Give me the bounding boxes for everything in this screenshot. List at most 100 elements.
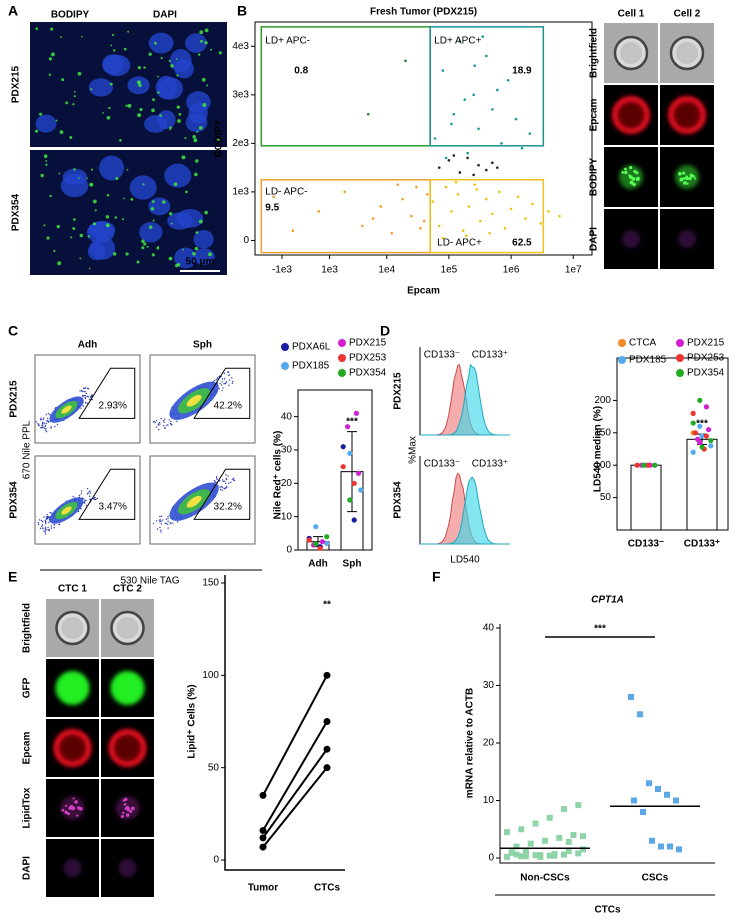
- legend-label: CD133⁻: [424, 350, 460, 361]
- event: [45, 516, 48, 518]
- lipid-droplet: [58, 172, 61, 175]
- data-line: [262, 767, 328, 848]
- data-point: [431, 200, 435, 203]
- event: [80, 407, 82, 409]
- speckle: [629, 166, 633, 170]
- lipid-droplet: [184, 137, 187, 140]
- gate-name: LD+ APC+: [434, 35, 481, 46]
- event: [50, 527, 53, 529]
- event: [226, 371, 229, 373]
- data-point: [313, 524, 319, 530]
- flow-plot: [34, 354, 141, 444]
- data-point: [498, 190, 501, 194]
- data-point: [699, 433, 705, 439]
- lipid-droplet: [81, 35, 83, 38]
- speckle: [61, 808, 65, 812]
- speckle: [131, 806, 135, 811]
- data-point: [495, 88, 499, 92]
- data-point: [444, 185, 448, 189]
- lipid-droplet: [160, 57, 163, 60]
- lipid-droplet: [65, 101, 69, 105]
- y-tick-label: 100: [594, 460, 611, 471]
- event: [164, 427, 166, 430]
- data-point: [575, 850, 582, 857]
- event: [53, 527, 55, 529]
- data-point: [645, 462, 651, 468]
- data-point: [259, 826, 267, 834]
- x-tick-label: CTCs: [314, 883, 341, 894]
- speckle: [679, 177, 684, 182]
- event: [158, 519, 161, 521]
- event: [50, 512, 53, 514]
- data-point: [466, 151, 469, 155]
- histogram: [420, 363, 510, 436]
- data-point: [437, 166, 441, 169]
- gate: [193, 367, 251, 419]
- event: [159, 526, 161, 529]
- event: [82, 394, 84, 397]
- event: [228, 374, 230, 377]
- data-point: [415, 185, 418, 189]
- lipid-droplet: [216, 138, 220, 142]
- data-point: [491, 212, 494, 216]
- data-point: [272, 195, 275, 199]
- event: [43, 516, 45, 518]
- event: [41, 424, 43, 427]
- event: [46, 514, 48, 516]
- lipid-droplet: [73, 168, 76, 171]
- lipid-droplet: [198, 219, 203, 224]
- data-point: [461, 229, 465, 233]
- nucleus: [87, 242, 106, 261]
- data-point: [518, 826, 525, 833]
- cell-body: [622, 230, 640, 248]
- data-point: [509, 207, 513, 211]
- event: [89, 398, 91, 401]
- lipid-droplet: [152, 219, 155, 222]
- y-tick-label: 40: [281, 411, 293, 422]
- gate: [78, 367, 136, 419]
- cell-body: [673, 101, 701, 129]
- lipid-droplet: [119, 139, 122, 142]
- lipid-droplet: [53, 249, 56, 253]
- event: [40, 417, 42, 419]
- event: [228, 379, 231, 381]
- speckle: [688, 177, 692, 181]
- x-tick-label: Tumor: [248, 883, 278, 894]
- lipid-droplet: [152, 98, 155, 102]
- data-point: [491, 161, 494, 165]
- lipid-droplet: [48, 73, 52, 76]
- data-point: [575, 802, 582, 809]
- density: [61, 506, 72, 515]
- data-point: [259, 791, 267, 799]
- lipid-droplet: [202, 102, 207, 107]
- plot-frame: [297, 389, 373, 551]
- gate-value: 0.8: [294, 65, 308, 76]
- lipid-droplet: [79, 233, 84, 238]
- event: [81, 390, 83, 393]
- lipid-droplet: [60, 36, 63, 39]
- lipid-droplet: [106, 193, 110, 197]
- event: [45, 528, 47, 530]
- panel-label: B: [237, 3, 247, 19]
- data-point: [537, 852, 544, 859]
- data-point: [631, 797, 637, 804]
- x-tick-label: 1e4: [378, 265, 395, 276]
- event: [47, 516, 50, 518]
- event: [44, 519, 47, 522]
- event: [219, 382, 221, 385]
- x-tick-label: 1e6: [503, 265, 520, 276]
- speckle: [630, 181, 634, 185]
- nucleus: [174, 247, 197, 269]
- event: [156, 528, 159, 530]
- event: [45, 431, 48, 433]
- event: [219, 486, 221, 488]
- lipid-droplet: [92, 199, 97, 204]
- lipid-droplet: [148, 225, 153, 229]
- cell-body: [110, 671, 145, 705]
- data-point: [401, 197, 404, 201]
- data-point: [347, 450, 353, 456]
- plot-frame: [254, 21, 593, 256]
- data-point: [504, 829, 510, 836]
- group-label: CTCs: [594, 905, 621, 916]
- data-point: [441, 236, 445, 240]
